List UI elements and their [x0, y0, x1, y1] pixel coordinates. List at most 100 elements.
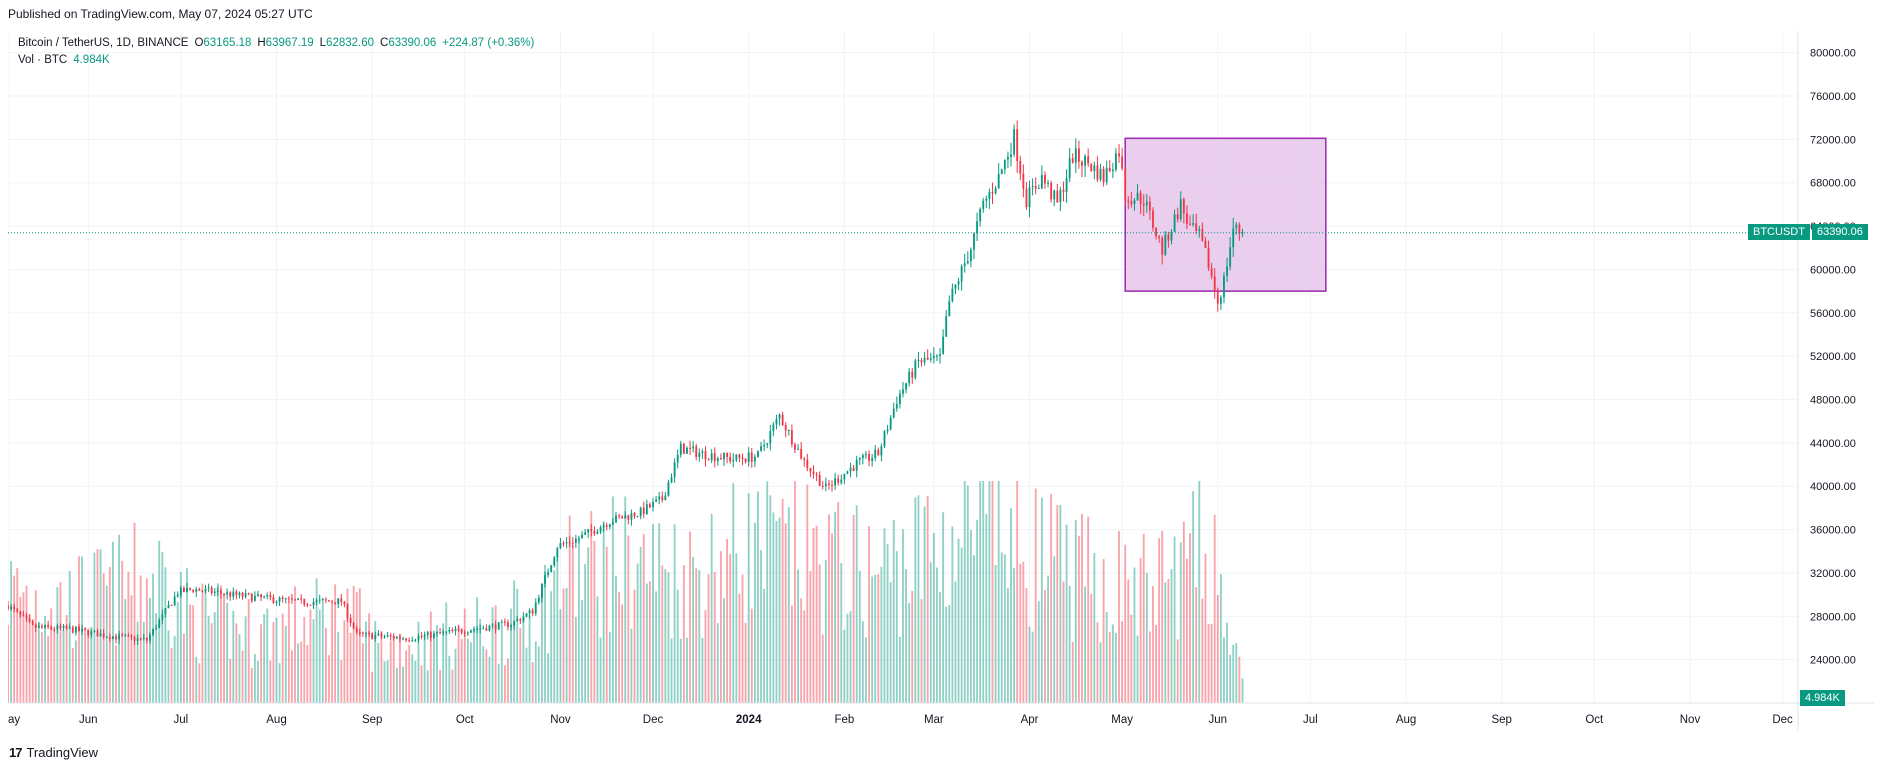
- volume-bar: [389, 640, 392, 703]
- candle-body: [432, 632, 435, 638]
- candle-body: [837, 478, 840, 483]
- candle-body: [991, 191, 994, 194]
- volume-bar: [482, 646, 485, 703]
- candle-body: [753, 456, 756, 462]
- candle-body: [874, 449, 877, 458]
- candle-body: [229, 592, 232, 597]
- volume-bar: [337, 631, 340, 703]
- candle-body: [1034, 185, 1037, 189]
- volume-bar: [1102, 559, 1105, 703]
- volume-bar: [182, 633, 185, 703]
- candle-body: [1013, 129, 1016, 155]
- candle-body: [62, 625, 65, 628]
- volume-bar: [1118, 531, 1120, 703]
- volume-bar: [1062, 581, 1065, 703]
- candle-body: [102, 633, 105, 637]
- volume-bar: [127, 571, 130, 703]
- volume-bar: [574, 616, 577, 703]
- volume-bar: [559, 609, 562, 703]
- candle-body: [507, 622, 509, 628]
- candle-body: [297, 598, 300, 600]
- volume-bar: [201, 583, 204, 703]
- candle-body: [272, 597, 275, 603]
- candle-body: [417, 635, 420, 640]
- candlestick-chart[interactable]: 24000.00 28000.00 32000.00 36000.00 40000.00…: [8, 31, 1874, 731]
- y-tick-label: 60000.00: [1810, 264, 1856, 276]
- volume-bar: [220, 585, 222, 703]
- volume-bar: [297, 643, 300, 703]
- volume-bar: [349, 632, 352, 703]
- candle-body: [383, 636, 386, 638]
- candle-body: [871, 457, 874, 461]
- candle-body: [858, 458, 861, 460]
- volume-bar: [463, 608, 466, 703]
- volume-bar: [865, 637, 867, 703]
- rectangle-drawing[interactable]: [1124, 137, 1327, 292]
- volume-bar: [713, 572, 716, 703]
- volume-bar: [732, 483, 735, 703]
- chart-area[interactable]: 24000.00 28000.00 32000.00 36000.00 40000.00…: [8, 31, 1874, 731]
- candle-body: [368, 632, 371, 634]
- volume-bar: [136, 621, 139, 703]
- candle-body: [124, 635, 127, 637]
- candle-body: [65, 625, 68, 629]
- candle-body: [1099, 168, 1102, 180]
- volume-bar: [716, 623, 719, 703]
- volume-bar: [167, 630, 170, 703]
- volume-bar: [41, 632, 43, 703]
- candle-body: [828, 483, 830, 485]
- symbol-title[interactable]: Bitcoin / TetherUS, 1D, BINANCE: [18, 37, 189, 49]
- volume-bar: [969, 530, 972, 703]
- volume-bar: [306, 645, 309, 703]
- volume-bar: [519, 628, 522, 703]
- candle-body: [399, 636, 401, 639]
- volume-bar: [170, 648, 173, 703]
- volume-bar: [1207, 624, 1210, 703]
- volume-bar: [605, 546, 608, 703]
- candle-body: [729, 456, 732, 462]
- candle-body: [525, 613, 528, 617]
- volume-bar: [766, 481, 769, 703]
- volume-bar: [861, 621, 864, 703]
- volume-bar: [207, 615, 210, 703]
- volume-bar: [1034, 488, 1037, 703]
- y-tick-label: 36000.00: [1810, 525, 1856, 537]
- volume-bar: [676, 589, 679, 703]
- volume-bar: [34, 590, 37, 703]
- candle-body: [395, 636, 398, 639]
- volume-bar: [383, 661, 386, 703]
- x-tick-label: Oct: [456, 714, 475, 726]
- candle-body: [574, 538, 577, 543]
- published-caption: Published on TradingView.com, May 07, 20…: [8, 7, 313, 21]
- volume-bar: [1068, 585, 1071, 703]
- candle-body: [1213, 276, 1216, 291]
- candle-body: [1201, 229, 1204, 241]
- volume-bar: [877, 574, 880, 703]
- volume-bar: [868, 526, 870, 703]
- candle-body: [1127, 200, 1130, 202]
- volume-bar: [494, 605, 497, 703]
- candle-body: [979, 208, 982, 222]
- volume-bar: [1127, 579, 1130, 703]
- volume-bar: [655, 591, 658, 703]
- volume-bar: [763, 588, 766, 703]
- volume-bar: [84, 627, 87, 703]
- volume-bar: [726, 538, 729, 703]
- footer-brand[interactable]: 17 TradingView: [9, 745, 98, 760]
- candle-body: [210, 587, 213, 593]
- grid-lines: [8, 31, 1798, 703]
- volume-bar: [602, 520, 605, 703]
- candle-body: [10, 606, 13, 610]
- volume-bar: [778, 517, 781, 703]
- volume-bar: [855, 505, 858, 703]
- volume-bar: [1053, 556, 1056, 703]
- candle-body: [976, 221, 978, 234]
- volume-bar: [744, 622, 747, 703]
- candle-body: [220, 590, 222, 594]
- candle-body: [340, 598, 343, 602]
- volume-bar: [164, 567, 167, 703]
- candle-body: [1096, 165, 1099, 180]
- volume-bar: [328, 655, 330, 703]
- candle-body: [414, 639, 417, 641]
- volume-label[interactable]: Vol · BTC: [18, 54, 68, 66]
